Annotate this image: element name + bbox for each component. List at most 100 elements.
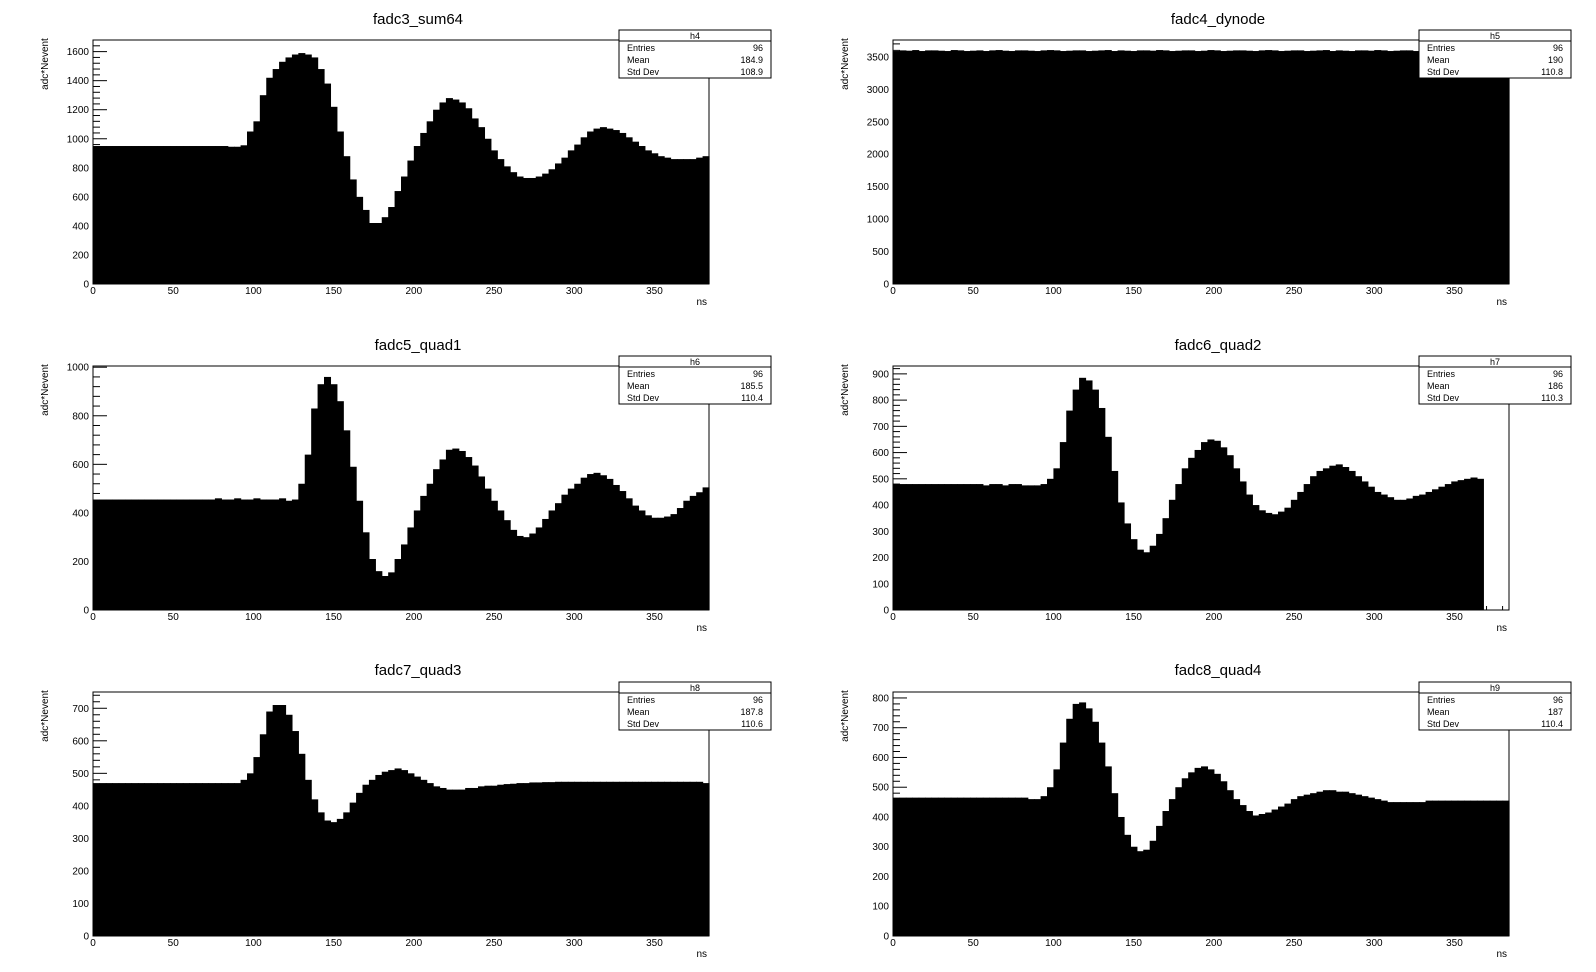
y-axis: 0 500 1000 1500 2000 2500 3000 3500 adc*Nevent <box>840 38 907 291</box>
histogram-bar <box>516 783 524 936</box>
histogram-bar <box>632 781 640 936</box>
histogram-bar <box>1239 805 1247 936</box>
histogram-bar <box>1047 50 1055 285</box>
plot-frame <box>92 365 710 611</box>
histogram-bar <box>1348 470 1356 610</box>
histogram-bar <box>1002 50 1010 285</box>
stats-box-name: h8 <box>690 683 700 693</box>
histogram-bar <box>1156 825 1164 936</box>
histogram-bar <box>137 783 145 936</box>
histogram-bar <box>240 499 248 610</box>
histogram-bar <box>1143 50 1151 284</box>
histogram-bar <box>439 787 447 936</box>
y-tick-label: 300 <box>872 842 889 853</box>
x-tick-label: 250 <box>1286 286 1303 297</box>
histogram-bar <box>433 109 441 285</box>
histogram-bar <box>336 401 344 610</box>
histogram-bar <box>905 484 913 610</box>
chart-panel-fadc5_quad1: fadc5_quad1 0 50 100 150 200 250 300 350 ns 0 200 40… <box>40 337 772 634</box>
histogram-bar <box>1124 834 1132 936</box>
histogram-bar <box>918 484 926 610</box>
histogram-bar <box>1387 51 1395 284</box>
histogram-bar <box>1117 816 1125 936</box>
histogram-bar <box>497 159 505 284</box>
histogram-bar <box>1021 50 1029 284</box>
histogram-bar <box>1316 470 1324 610</box>
histogram-bar <box>144 146 152 284</box>
histogram-bar <box>1316 791 1324 936</box>
histogram-bar <box>1149 545 1157 610</box>
plot-frame <box>892 691 1510 937</box>
histogram-bar <box>1143 552 1151 610</box>
histogram-bar <box>976 484 984 610</box>
stats-row-value: 187.8 <box>740 707 763 717</box>
x-axis-label: ns <box>1496 623 1507 634</box>
stats-box-frame <box>618 681 772 731</box>
histogram-bar <box>1008 484 1016 610</box>
histogram-bar <box>1432 489 1440 610</box>
histogram-bar <box>1072 389 1080 610</box>
x-tick-label: 0 <box>890 938 896 949</box>
histogram-bar <box>950 484 958 610</box>
histogram-bar <box>516 176 524 284</box>
stats-row-value: 96 <box>753 369 763 379</box>
histogram-bar <box>1387 802 1395 936</box>
y-axis: 0 100 200 300 400 500 600 700 800 900 adc*Nevent <box>840 364 907 617</box>
histogram-bar <box>1117 502 1125 610</box>
histogram-bar <box>1252 505 1260 610</box>
histogram-bar <box>433 469 441 610</box>
histogram-bar <box>304 454 312 610</box>
histogram-bar <box>137 146 145 284</box>
histogram-bar <box>1213 50 1221 284</box>
y-tick-label: 200 <box>872 553 889 564</box>
histogram-bar <box>982 485 990 610</box>
histogram-bar <box>1027 485 1035 610</box>
x-tick-label: 50 <box>968 938 980 949</box>
histogram-bar <box>580 137 588 284</box>
y-tick-label: 800 <box>872 693 889 704</box>
histogram-bar <box>638 146 646 284</box>
histogram-bar <box>982 797 990 936</box>
histogram-bar <box>163 146 171 284</box>
histogram-bar <box>587 474 595 610</box>
histogram-bar <box>234 498 242 610</box>
histogram-bar <box>304 779 312 936</box>
x-axis-label: ns <box>1496 297 1507 308</box>
histogram-bar <box>1002 797 1010 936</box>
histogram-bar <box>401 770 409 936</box>
histogram-bar <box>458 450 466 610</box>
y-tick-label: 600 <box>72 736 89 747</box>
histogram-bar <box>632 141 640 284</box>
stats-row-value: 110.3 <box>1541 393 1563 403</box>
histogram-bar <box>522 783 530 936</box>
histogram-bar <box>1348 793 1356 936</box>
histogram-bar <box>118 146 126 284</box>
stats-row-value: 96 <box>1553 369 1563 379</box>
histogram-bar <box>1181 50 1189 284</box>
histogram-bar <box>1258 510 1266 610</box>
histogram-bar <box>478 476 486 610</box>
y-axis-label: adc*Nevent <box>840 38 851 90</box>
histogram-bar <box>484 138 492 284</box>
histogram-bar <box>214 783 222 936</box>
histogram-bar <box>1432 50 1440 284</box>
stats-row-label: Mean <box>627 707 650 717</box>
x-axis-label: ns <box>1496 949 1507 960</box>
histogram-bar <box>651 517 659 610</box>
histogram-bar <box>970 484 978 610</box>
histogram-bar <box>1374 799 1382 936</box>
histogram-bar <box>279 705 287 936</box>
histogram-bar <box>918 51 926 284</box>
histogram-bar <box>407 527 415 610</box>
histogram-bar <box>644 150 652 284</box>
histogram-bar <box>1239 50 1247 284</box>
histogram-bar <box>1444 800 1452 936</box>
histogram-bar <box>1322 50 1330 285</box>
x-axis: 0 50 100 150 200 250 300 350 ns <box>90 928 707 960</box>
histogram-bar <box>1194 449 1202 610</box>
chart-panel-fadc6_quad2: fadc6_quad2 0 50 100 150 200 250 300 350 ns 0 100 20… <box>840 337 1572 634</box>
histogram-bar <box>1335 50 1343 284</box>
histogram-bar <box>1085 51 1093 284</box>
histogram-bar <box>1040 796 1048 936</box>
histogram-bar <box>931 797 939 936</box>
